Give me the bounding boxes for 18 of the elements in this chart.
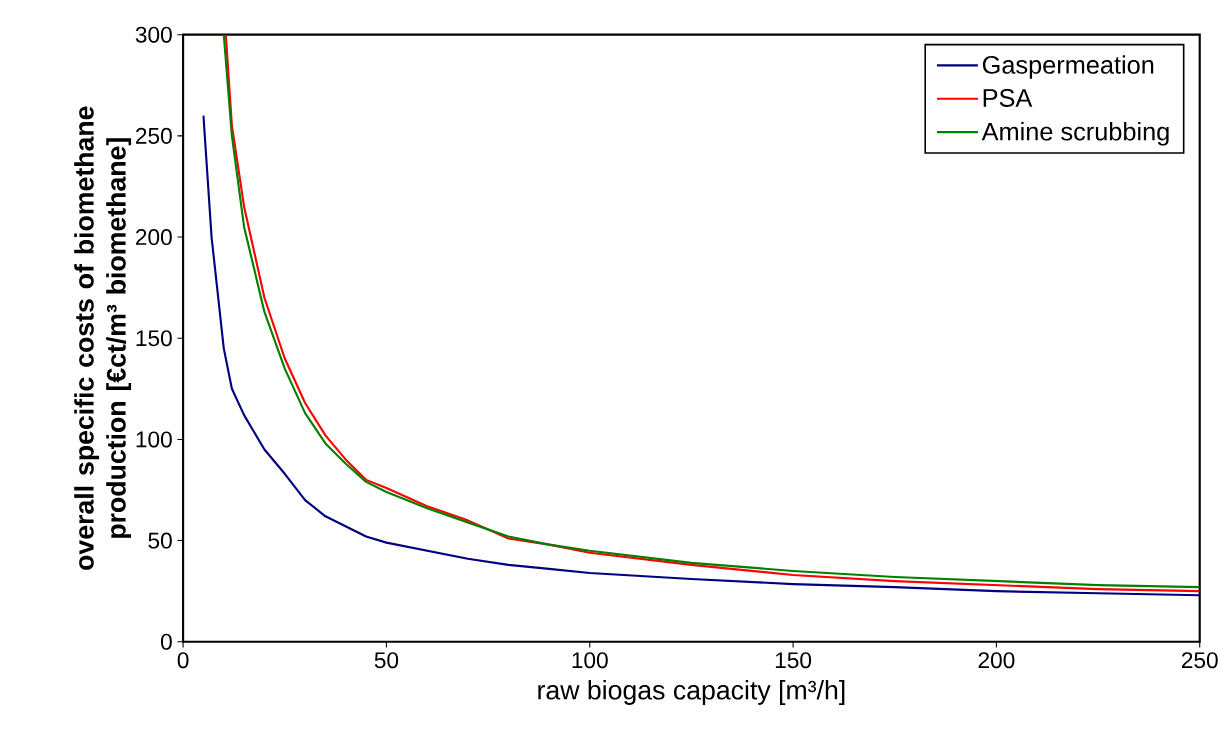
y-tick-label: 150 <box>136 330 172 347</box>
y-tick-label: 250 <box>136 127 172 144</box>
legend-label: Amine scrubbing <box>981 121 1169 146</box>
x-tick-label: 0 <box>177 652 189 669</box>
x-tick-label: 150 <box>775 652 812 669</box>
y-tick-label: 300 <box>135 26 172 43</box>
x-axis-title: raw biogas capacity [m³/h] <box>538 679 845 705</box>
legend-label: PSA <box>983 88 1033 107</box>
y-tick-label: 50 <box>148 532 172 549</box>
x-tick-label: 100 <box>572 652 608 669</box>
y-tick-label: 100 <box>136 431 172 448</box>
x-tick-label: 200 <box>978 652 1015 669</box>
y-tick-label: 200 <box>136 228 172 245</box>
x-tick-label: 250 <box>1181 652 1218 669</box>
x-tick-label: 50 <box>374 652 399 669</box>
y-axis-title: overall specific costs of biomethane production [€ct/m³ biomethane] <box>74 106 132 570</box>
legend-label: Gaspermeation <box>982 55 1154 79</box>
y-tick-label: 0 <box>160 633 172 650</box>
